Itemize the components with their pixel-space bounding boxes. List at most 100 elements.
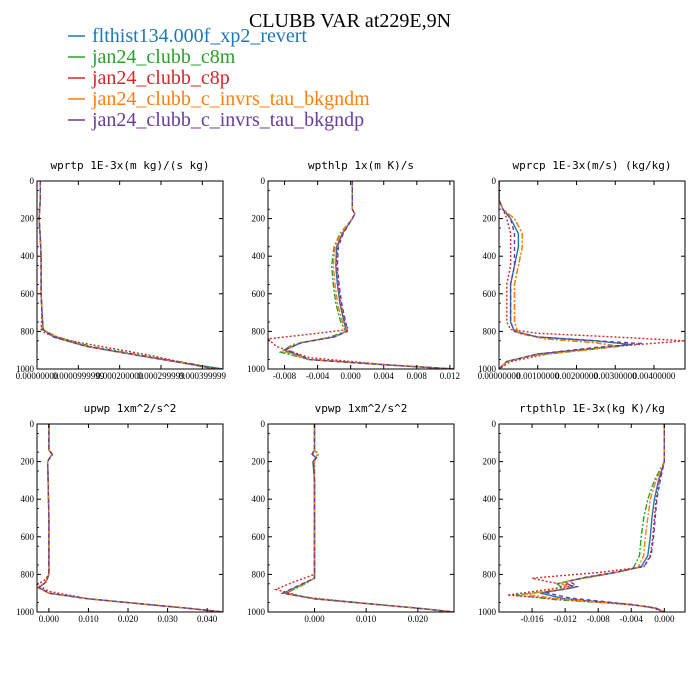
x-tick-label: 0.00200000: [555, 371, 598, 381]
panel-title: rtpthlp 1E-3x(kg K)/kg: [519, 402, 665, 415]
chart-panel: wprtp 1E-3x(m kg)/(s kg) 0 200 400 600 800 100…: [16, 159, 227, 381]
x-tick-label: 0.000: [304, 614, 325, 624]
legend-entry: jan24_clubb_c_invrs_tau_bkgndm: [91, 88, 370, 110]
x-tick-label: -0.016: [520, 614, 544, 624]
y-tick-label: 800: [252, 569, 266, 579]
y-tick-label: 600: [252, 532, 266, 542]
x-tick-label: -0.004: [306, 371, 330, 381]
y-tick-label: 200: [483, 214, 497, 224]
panel-title: upwp 1xm^2/s^2: [84, 402, 177, 415]
y-tick-label: 200: [252, 214, 266, 224]
x-tick-label: 0.012: [440, 371, 460, 381]
y-tick-label: 600: [21, 289, 35, 299]
y-tick-label: 400: [21, 494, 35, 504]
x-tick-label: 0.0000999999: [52, 371, 104, 381]
y-tick-label: 600: [252, 289, 266, 299]
x-tick-label: -0.004: [620, 614, 644, 624]
series-line: [544, 424, 665, 612]
x-tick-label: 0.010: [78, 614, 99, 624]
plot-frame: [267, 180, 455, 370]
chart-panel: wpthlp 1x(m K)/s 0 200 400 600 800 1000 -0.008-…: [247, 159, 460, 381]
series-line: [268, 181, 454, 369]
series-line: [507, 424, 665, 612]
y-tick-label: 800: [21, 569, 35, 579]
legend-entry: flthist134.000f_xp2_revert: [92, 25, 307, 47]
series-line: [283, 424, 454, 612]
x-tick-label: -0.012: [554, 614, 577, 624]
y-tick-label: 200: [21, 214, 35, 224]
panel-title: wpthlp 1x(m K)/s: [308, 159, 414, 172]
x-tick-label: 0.00100000: [516, 371, 559, 381]
panel-title: vpwp 1xm^2/s^2: [315, 402, 408, 415]
chart-panel: rtpthlp 1E-3x(kg K)/kg 0 200 400 600 800 1000 -…: [478, 402, 686, 624]
panel-title: wprtp 1E-3x(m kg)/(s kg): [51, 159, 210, 172]
y-tick-label: 0: [492, 176, 497, 186]
panel-title: wprcp 1E-3x(m/s) (kg/kg): [513, 159, 672, 172]
y-tick-label: 0: [492, 419, 497, 429]
series-line: [499, 181, 643, 369]
x-tick-label: 0.020: [118, 614, 139, 624]
legend-entry: jan24_clubb_c8m: [91, 46, 236, 68]
y-tick-label: 0: [30, 176, 35, 186]
series-line: [37, 424, 223, 612]
plot-frame: [36, 180, 224, 370]
x-tick-label: 0.00300000: [594, 371, 637, 381]
y-tick-label: 600: [21, 532, 35, 542]
x-tick-label: 0.020: [408, 614, 429, 624]
chart-panel: wprcp 1E-3x(m/s) (kg/kg) 0 200 400 600 800 100…: [478, 159, 686, 381]
legend-entry: jan24_clubb_c8p: [91, 67, 230, 89]
y-tick-label: 600: [483, 532, 497, 542]
series-line: [273, 424, 454, 612]
y-tick-label: 800: [21, 326, 35, 336]
series-line: [38, 181, 220, 369]
y-tick-label: 800: [483, 326, 497, 336]
panels: wprtp 1E-3x(m kg)/(s kg) 0 200 400 600 800 100…: [16, 159, 686, 624]
series-line: [37, 424, 223, 612]
chart-panel: vpwp 1xm^2/s^2 0 200 400 600 800 1000 0.000 0.01…: [247, 402, 455, 624]
series-line: [37, 424, 223, 612]
legend-entry: jan24_clubb_c_invrs_tau_bkgndp: [91, 109, 364, 131]
y-tick-label: 200: [252, 457, 266, 467]
x-tick-label: 0.000299999: [137, 371, 185, 381]
y-tick-label: 1000: [247, 607, 266, 617]
x-tick-label: 0.030: [157, 614, 178, 624]
series-line: [499, 181, 616, 369]
x-tick-label: 0.00000000: [16, 371, 59, 381]
y-tick-label: 800: [483, 569, 497, 579]
y-tick-label: 0: [30, 419, 35, 429]
series-line: [281, 424, 454, 612]
y-tick-label: 400: [252, 494, 266, 504]
series-line: [284, 181, 454, 369]
series-line: [280, 424, 454, 612]
x-tick-label: -0.008: [273, 371, 297, 381]
x-tick-label: 0.00000000: [478, 371, 521, 381]
y-tick-label: 1000: [247, 364, 266, 374]
x-tick-label: 0.000: [654, 614, 675, 624]
series-line: [282, 424, 454, 612]
x-tick-label: 0.00400000: [633, 371, 676, 381]
x-tick-label: 0.000: [39, 614, 60, 624]
y-tick-label: 800: [252, 326, 266, 336]
figure-title: CLUBB VAR at229E,9N: [249, 10, 451, 32]
y-tick-label: 1000: [16, 364, 35, 374]
x-tick-label: 0.000399999: [179, 371, 227, 381]
chart-panel: upwp 1xm^2/s^2 0 200 400 600 800 1000 0.000 0.01…: [16, 402, 224, 624]
y-tick-label: 200: [483, 457, 497, 467]
plot-frame: [498, 423, 686, 613]
x-tick-label: 0.008: [407, 371, 428, 381]
series-line: [37, 424, 223, 612]
legend: flthist134.000f_xp2_revertjan24_clubb_c8…: [68, 25, 370, 131]
y-tick-label: 400: [483, 494, 497, 504]
x-tick-label: 0.010: [356, 614, 377, 624]
y-tick-label: 0: [261, 176, 266, 186]
plot-frame: [498, 180, 686, 370]
y-tick-label: 0: [261, 419, 266, 429]
y-tick-label: 600: [483, 289, 497, 299]
x-tick-label: 0.000200000: [96, 371, 144, 381]
x-tick-label: 0.040: [197, 614, 218, 624]
x-tick-label: 0.000: [341, 371, 362, 381]
y-tick-label: 200: [21, 457, 35, 467]
series-line: [37, 424, 223, 612]
series-line: [278, 181, 454, 369]
